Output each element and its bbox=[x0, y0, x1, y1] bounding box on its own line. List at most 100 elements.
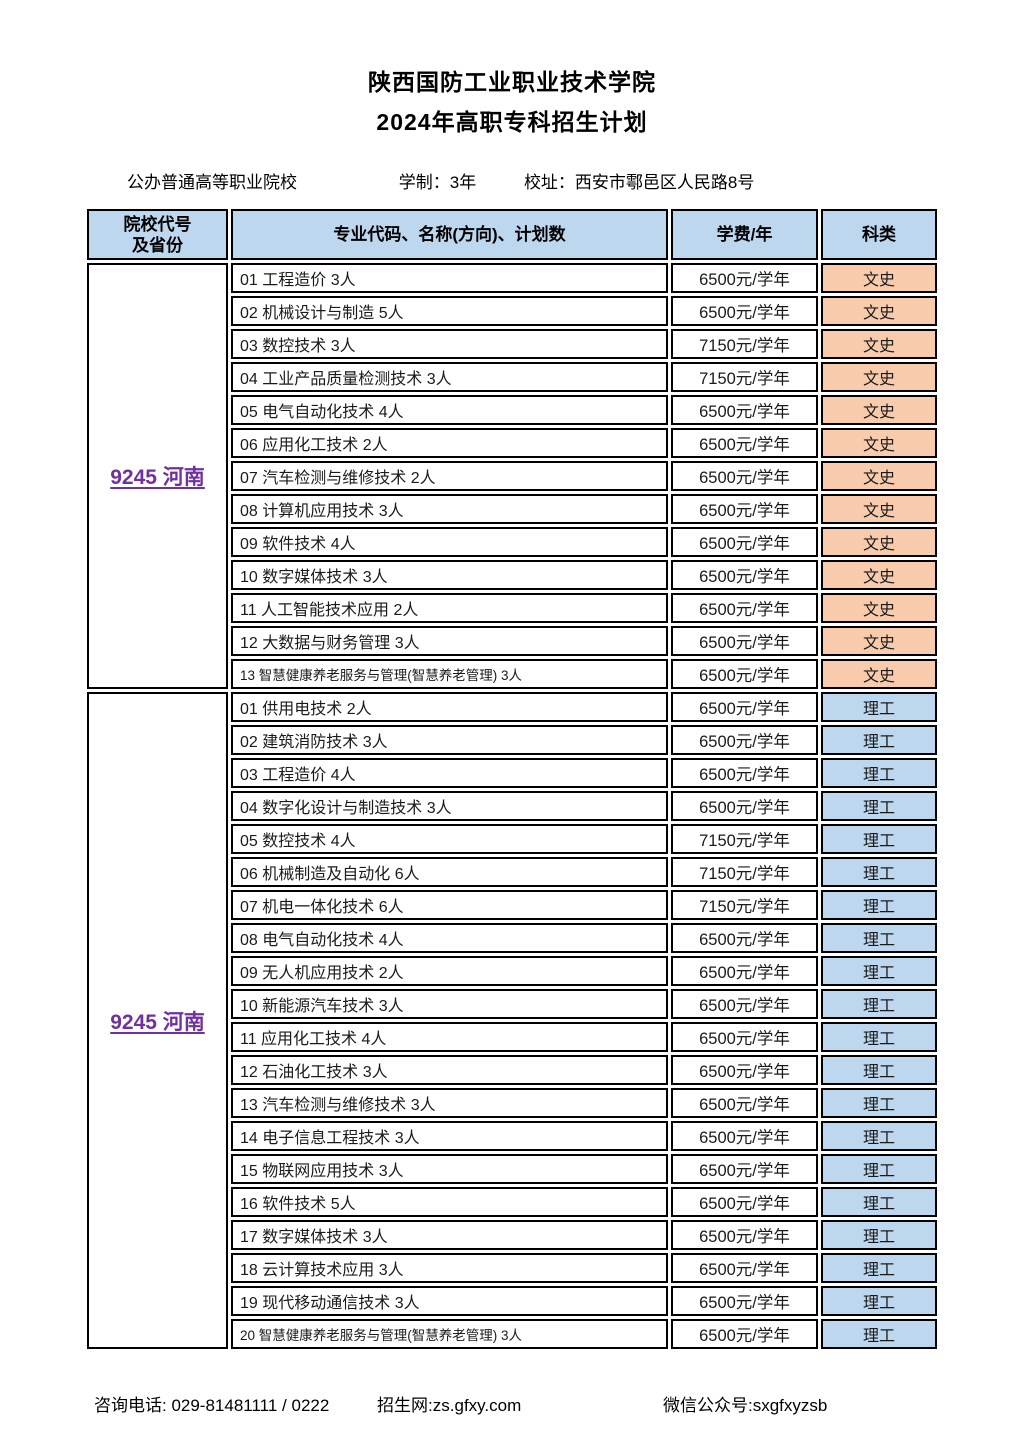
major-cell: 12 大数据与财务管理 3人 bbox=[231, 626, 668, 656]
major-cell: 18 云计算技术应用 3人 bbox=[231, 1253, 668, 1283]
phone-label: 咨询电话: 029-81481111 / 0222 bbox=[94, 1396, 330, 1415]
fee-cell: 7150元/学年 bbox=[671, 824, 818, 854]
major-cell: 15 物联网应用技术 3人 bbox=[231, 1154, 668, 1184]
table-row: 01 供用电技术 2人 6500元/学年 理工 bbox=[231, 692, 937, 722]
table-row: 11 应用化工技术 4人 6500元/学年 理工 bbox=[231, 1022, 937, 1052]
major-cell: 06 应用化工技术 2人 bbox=[231, 428, 668, 458]
fee-cell: 6500元/学年 bbox=[671, 395, 818, 425]
category-cell: 理工 bbox=[821, 692, 937, 722]
category-cell: 理工 bbox=[821, 1220, 937, 1250]
category-cell: 文史 bbox=[821, 329, 937, 359]
fee-cell: 6500元/学年 bbox=[671, 593, 818, 623]
major-cell: 19 现代移动通信技术 3人 bbox=[231, 1286, 668, 1316]
table-row: 01 工程造价 3人 6500元/学年 文史 bbox=[231, 263, 937, 293]
section-wenshi: 9245 河南 01 工程造价 3人 6500元/学年 文史 02 机械设计与制… bbox=[87, 263, 937, 689]
major-cell: 01 供用电技术 2人 bbox=[231, 692, 668, 722]
college-code-link[interactable]: 9245 河南 bbox=[110, 1010, 205, 1034]
table-row: 09 无人机应用技术 2人 6500元/学年 理工 bbox=[231, 956, 937, 986]
college-code-link[interactable]: 9245 河南 bbox=[110, 466, 205, 489]
header-fee: 学费/年 bbox=[671, 209, 818, 260]
wechat-label: 微信公众号:sxgfxyzsb bbox=[662, 1396, 828, 1415]
fee-cell: 6500元/学年 bbox=[671, 758, 818, 788]
category-cell: 理工 bbox=[821, 1121, 937, 1151]
major-cell: 20 智慧健康养老服务与管理(智慧养老管理) 3人 bbox=[231, 1319, 668, 1349]
ligong-rows: 01 供用电技术 2人 6500元/学年 理工 02 建筑消防技术 3人 650… bbox=[231, 692, 937, 1349]
fee-cell: 6500元/学年 bbox=[671, 923, 818, 953]
fee-cell: 6500元/学年 bbox=[671, 791, 818, 821]
header-category: 科类 bbox=[821, 209, 937, 260]
category-cell: 理工 bbox=[821, 791, 937, 821]
major-cell: 05 电气自动化技术 4人 bbox=[231, 395, 668, 425]
fee-cell: 7150元/学年 bbox=[671, 857, 818, 887]
category-cell: 理工 bbox=[821, 824, 937, 854]
category-cell: 文史 bbox=[821, 362, 937, 392]
table-row: 12 大数据与财务管理 3人 6500元/学年 文史 bbox=[231, 626, 937, 656]
header-college-code: 院校代号 及省份 bbox=[87, 209, 228, 260]
fee-cell: 7150元/学年 bbox=[671, 329, 818, 359]
category-cell: 文史 bbox=[821, 428, 937, 458]
college-code-cell: 9245 河南 bbox=[87, 263, 228, 689]
table-row: 10 数字媒体技术 3人 6500元/学年 文史 bbox=[231, 560, 937, 590]
fee-cell: 6500元/学年 bbox=[671, 1154, 818, 1184]
table-row: 19 现代移动通信技术 3人 6500元/学年 理工 bbox=[231, 1286, 937, 1316]
wenshi-rows: 01 工程造价 3人 6500元/学年 文史 02 机械设计与制造 5人 650… bbox=[231, 263, 937, 689]
major-cell: 04 工业产品质量检测技术 3人 bbox=[231, 362, 668, 392]
fee-cell: 6500元/学年 bbox=[671, 725, 818, 755]
category-cell: 理工 bbox=[821, 1154, 937, 1184]
table-row: 10 新能源汽车技术 3人 6500元/学年 理工 bbox=[231, 989, 937, 1019]
major-cell: 14 电子信息工程技术 3人 bbox=[231, 1121, 668, 1151]
category-cell: 理工 bbox=[821, 1286, 937, 1316]
fee-cell: 6500元/学年 bbox=[671, 461, 818, 491]
table-row: 06 应用化工技术 2人 6500元/学年 文史 bbox=[231, 428, 937, 458]
major-cell: 13 汽车检测与维修技术 3人 bbox=[231, 1088, 668, 1118]
major-cell: 09 无人机应用技术 2人 bbox=[231, 956, 668, 986]
fee-cell: 6500元/学年 bbox=[671, 1319, 818, 1349]
category-cell: 理工 bbox=[821, 758, 937, 788]
major-cell: 02 建筑消防技术 3人 bbox=[231, 725, 668, 755]
major-cell: 08 电气自动化技术 4人 bbox=[231, 923, 668, 953]
fee-cell: 6500元/学年 bbox=[671, 1253, 818, 1283]
major-cell: 04 数字化设计与制造技术 3人 bbox=[231, 791, 668, 821]
fee-cell: 6500元/学年 bbox=[671, 1088, 818, 1118]
table-row: 17 数字媒体技术 3人 6500元/学年 理工 bbox=[231, 1220, 937, 1250]
category-cell: 理工 bbox=[821, 989, 937, 1019]
fee-cell: 6500元/学年 bbox=[671, 1121, 818, 1151]
major-cell: 11 应用化工技术 4人 bbox=[231, 1022, 668, 1052]
major-cell: 07 汽车检测与维修技术 2人 bbox=[231, 461, 668, 491]
school-address-label: 校址：西安市鄠邑区人民路8号 bbox=[523, 173, 755, 192]
table-header-row: 院校代号 及省份 专业代码、名称(方向)、计划数 学费/年 科类 bbox=[87, 209, 937, 260]
category-cell: 文史 bbox=[821, 296, 937, 326]
fee-cell: 7150元/学年 bbox=[671, 362, 818, 392]
school-info-line: 公办普通高等职业院校 学制：3年 校址：西安市鄠邑区人民路8号 bbox=[0, 168, 1024, 193]
category-cell: 文史 bbox=[821, 461, 937, 491]
fee-cell: 6500元/学年 bbox=[671, 494, 818, 524]
fee-cell: 7150元/学年 bbox=[671, 890, 818, 920]
college-code-cell: 9245 河南 bbox=[87, 692, 228, 1349]
category-cell: 文史 bbox=[821, 659, 937, 689]
major-cell: 03 工程造价 4人 bbox=[231, 758, 668, 788]
category-cell: 理工 bbox=[821, 1022, 937, 1052]
major-cell: 01 工程造价 3人 bbox=[231, 263, 668, 293]
section-ligong: 9245 河南 01 供用电技术 2人 6500元/学年 理工 02 建筑消防技… bbox=[87, 692, 937, 1349]
study-duration-label: 学制：3年 bbox=[398, 173, 477, 192]
fee-cell: 6500元/学年 bbox=[671, 1187, 818, 1217]
table-row: 09 软件技术 4人 6500元/学年 文史 bbox=[231, 527, 937, 557]
table-row: 18 云计算技术应用 3人 6500元/学年 理工 bbox=[231, 1253, 937, 1283]
major-cell: 10 新能源汽车技术 3人 bbox=[231, 989, 668, 1019]
table-row: 04 工业产品质量检测技术 3人 7150元/学年 文史 bbox=[231, 362, 937, 392]
table-row: 11 人工智能技术应用 2人 6500元/学年 文史 bbox=[231, 593, 937, 623]
major-cell: 11 人工智能技术应用 2人 bbox=[231, 593, 668, 623]
category-cell: 理工 bbox=[821, 1187, 937, 1217]
fee-cell: 6500元/学年 bbox=[671, 659, 818, 689]
fee-cell: 6500元/学年 bbox=[671, 1286, 818, 1316]
table-row: 03 数控技术 3人 7150元/学年 文史 bbox=[231, 329, 937, 359]
fee-cell: 6500元/学年 bbox=[671, 1055, 818, 1085]
table-row: 08 计算机应用技术 3人 6500元/学年 文史 bbox=[231, 494, 937, 524]
category-cell: 理工 bbox=[821, 857, 937, 887]
category-cell: 理工 bbox=[821, 890, 937, 920]
table-row: 03 工程造价 4人 6500元/学年 理工 bbox=[231, 758, 937, 788]
fee-cell: 6500元/学年 bbox=[671, 989, 818, 1019]
plan-year-title: 2024年高职专科招生计划 bbox=[376, 109, 648, 135]
table-row: 16 软件技术 5人 6500元/学年 理工 bbox=[231, 1187, 937, 1217]
category-cell: 文史 bbox=[821, 527, 937, 557]
